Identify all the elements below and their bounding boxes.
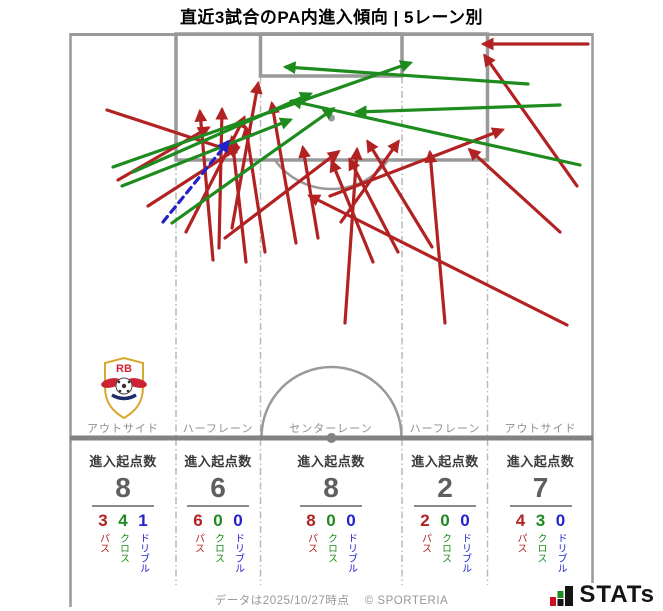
dribble-count: 0: [233, 511, 243, 530]
pass-label: パス: [305, 533, 317, 553]
pass-label: パス: [515, 533, 526, 553]
pass-arrow: [467, 147, 562, 234]
lane-stats-column-3: 進入起点数 8 8 パス 0 クロス 0 ドリブル: [260, 444, 402, 573]
lane-label-half-left: ハーフレーン: [182, 423, 254, 435]
center-circle: [260, 365, 403, 438]
dribble-count: 0: [555, 511, 566, 530]
dribble-label: ドリブル: [232, 533, 244, 573]
lane-stats-column-2: 進入起点数 6 6 パス 0 クロス 0 ドリブル: [176, 444, 260, 573]
pass-label: パス: [419, 533, 431, 553]
cross-label: クロス: [439, 533, 451, 563]
pass-arrow: [230, 80, 263, 230]
chart-title: 直近3試合のPA内進入傾向 | 5レーン別: [179, 8, 484, 27]
dribble-count: 0: [346, 511, 356, 530]
pass-label: パス: [97, 533, 109, 553]
stat-header: 進入起点数: [411, 454, 479, 469]
pass-count: 8: [306, 511, 316, 530]
lane-label-outside-right: アウトサイド: [504, 423, 577, 435]
pass-count: 3: [98, 511, 108, 530]
entry-origin-count: 7: [532, 472, 549, 503]
cross-arrow: [131, 92, 313, 174]
cross-label: クロス: [117, 533, 129, 563]
pass-arrow: [184, 115, 246, 234]
center-spot: [326, 433, 337, 443]
dribble-label: ドリブル: [555, 533, 566, 573]
cross-label: クロス: [535, 533, 546, 563]
lane-label-half-right: ハーフレーン: [409, 423, 481, 435]
credit: © SPORTERIA: [364, 595, 449, 607]
cross-count: 0: [326, 511, 336, 530]
cross-label: クロス: [325, 533, 337, 563]
stat-header: 進入起点数: [184, 454, 252, 469]
cross-arrow: [288, 96, 582, 167]
dribble-label: ドリブル: [345, 533, 357, 573]
cross-arrow: [353, 103, 562, 119]
pass-count: 2: [420, 511, 430, 530]
pass-arrow: [307, 194, 569, 327]
divider: [92, 505, 154, 507]
lane-stats-column-1: 進入起点数 8 3 パス 4 クロス 1 ドリブル: [70, 444, 176, 573]
dribble-label: ドリブル: [459, 533, 471, 573]
team-badge: RB: [101, 356, 147, 420]
pass-arrow: [241, 124, 267, 254]
pass-arrow: [424, 149, 447, 325]
divider: [300, 505, 362, 507]
pass-arrow: [483, 53, 579, 188]
pass-arrow: [105, 108, 239, 156]
data-note: データは2025/10/27時点 © SPORTERIA: [0, 592, 663, 608]
lane-label-outside-left: アウトサイド: [87, 423, 159, 435]
cross-count: 3: [535, 511, 546, 530]
cross-arrow: [170, 107, 336, 225]
pass-arrow: [223, 150, 341, 240]
lane-stats-column-5: 進入起点数 7 4 パス 3 クロス 0 ドリブル: [488, 444, 593, 573]
cross-label: クロス: [212, 533, 224, 563]
stat-header: 進入起点数: [506, 454, 575, 469]
cross-count: 4: [118, 511, 128, 530]
dribble-arrow: [161, 139, 231, 224]
pass-arrow: [343, 146, 363, 325]
pass-arrow: [366, 139, 434, 249]
stats-logo-text: STATs: [579, 581, 655, 608]
lane-stats-column-4: 進入起点数 2 2 パス 0 クロス 0 ドリブル: [402, 444, 488, 573]
divider: [509, 505, 572, 507]
dribble-label: ドリブル: [137, 533, 149, 573]
stat-header: 進入起点数: [89, 454, 157, 469]
pass-arrow: [226, 134, 248, 264]
entry-arrows: [105, 37, 590, 327]
pass-arrow: [298, 144, 320, 240]
entry-origin-count: 6: [210, 472, 226, 503]
stats-logo-icon: [550, 586, 574, 606]
cross-arrow: [282, 61, 530, 86]
pass-count: 4: [515, 511, 526, 530]
entry-origin-count: 2: [437, 472, 453, 503]
badge-ribbon: [111, 393, 137, 401]
entry-origin-count: 8: [323, 472, 339, 503]
entry-origin-count: 8: [115, 472, 131, 503]
penalty-spot: [328, 114, 335, 122]
data-timestamp: データは2025/10/27時点: [214, 595, 350, 607]
dribble-count: 0: [460, 511, 470, 530]
pass-label: パス: [192, 533, 204, 553]
cross-count: 0: [440, 511, 450, 530]
pass-count: 6: [193, 511, 203, 530]
dribble-count: 1: [138, 511, 148, 530]
badge-ball-patches: [117, 380, 131, 393]
stats-logo: STATs: [544, 583, 655, 607]
cross-arrow: [120, 117, 293, 188]
goal-area: [258, 32, 404, 78]
lane-label-center: センターレーン: [289, 423, 373, 435]
divider: [187, 505, 249, 507]
stat-header: 進入起点数: [297, 454, 365, 469]
divider: [414, 505, 476, 507]
badge-initials: RB: [116, 363, 132, 375]
cross-count: 0: [213, 511, 223, 530]
